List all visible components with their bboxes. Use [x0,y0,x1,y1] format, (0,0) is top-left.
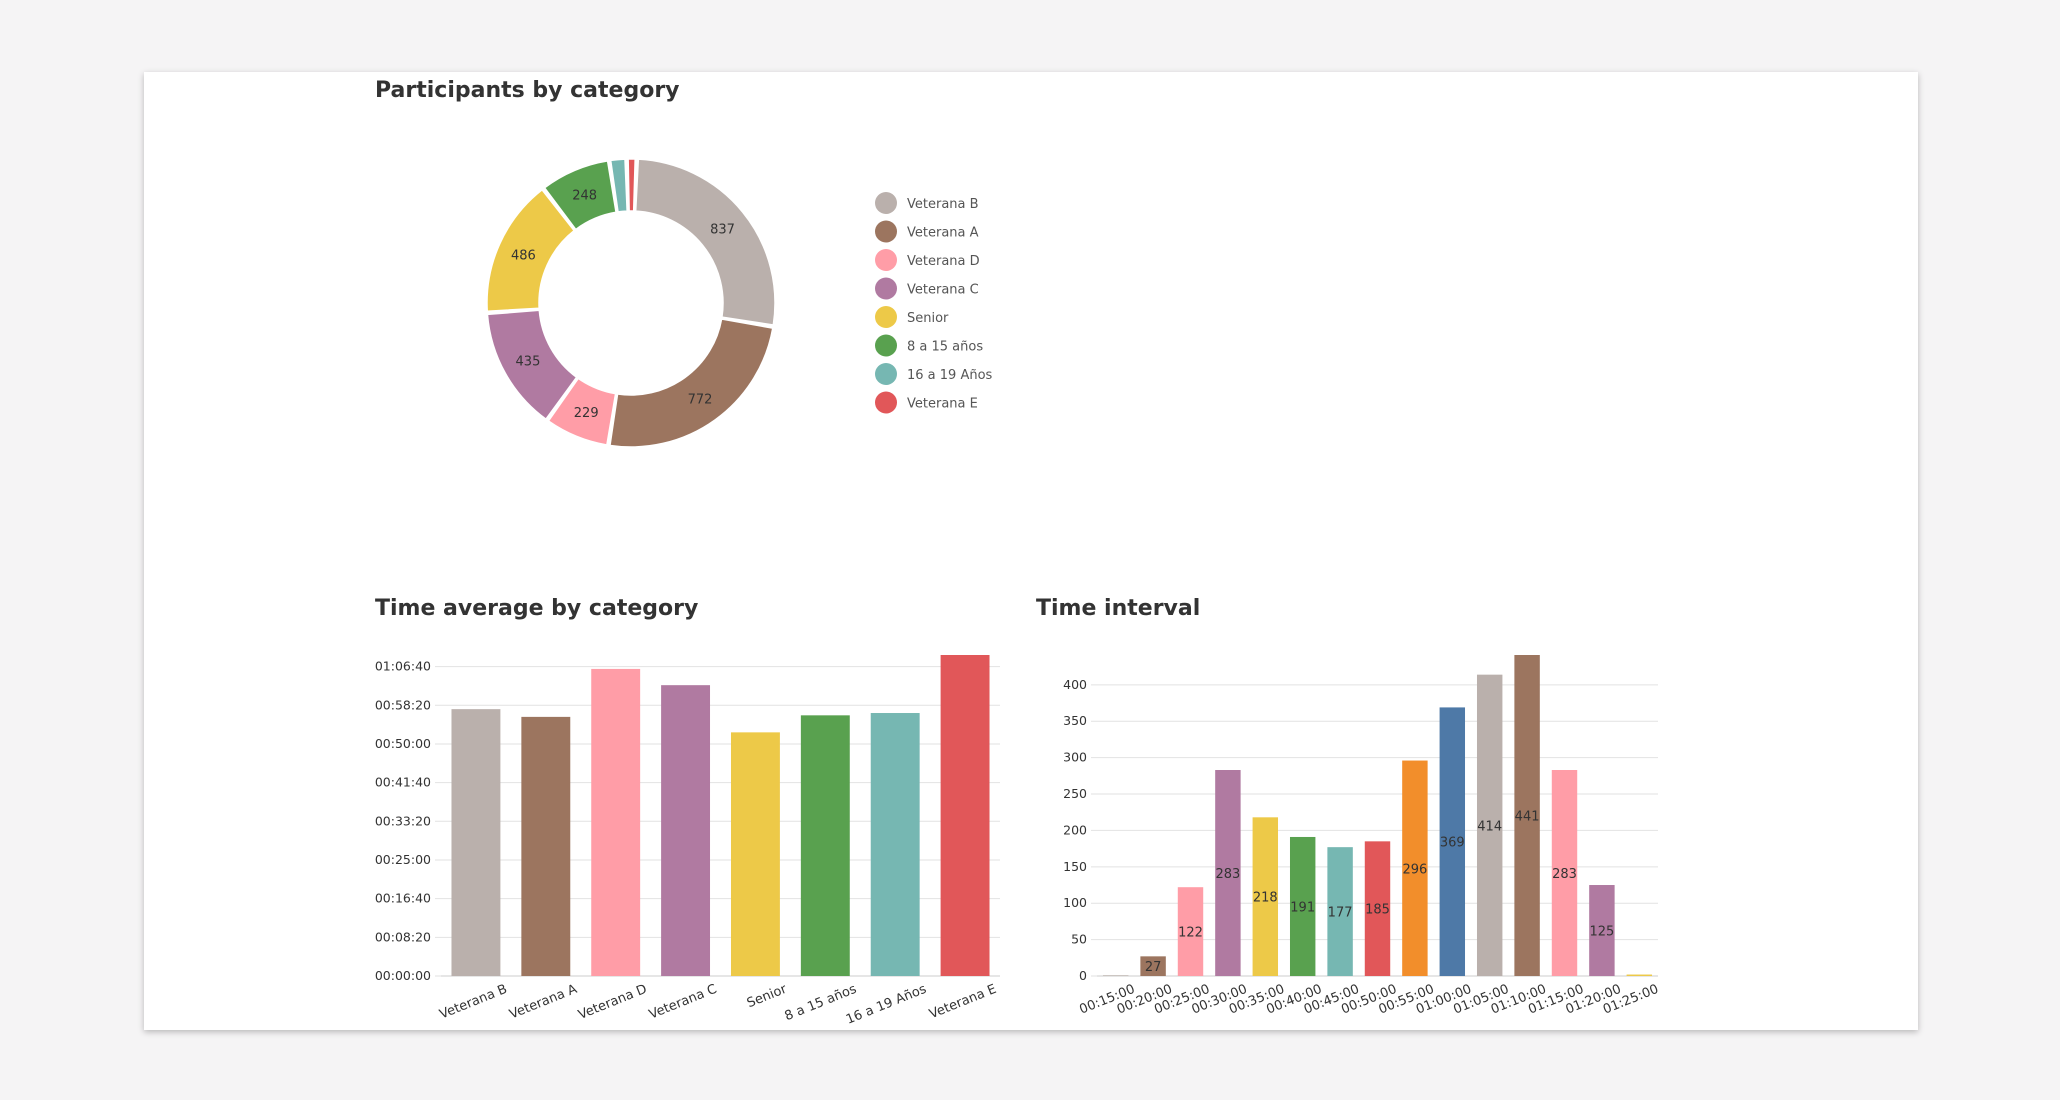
donut-value-label: 772 [688,393,713,408]
x-tick-label: Senior [745,982,790,1012]
bar-value-label: 218 [1253,891,1278,906]
bar-value-label: 177 [1328,906,1353,921]
participants-chart-title: Participants by category [375,78,680,103]
time-interval-chart-title: Time interval [1036,596,1201,621]
x-tick-label: 16 a 19 Años [844,982,929,1028]
y-tick-label: 350 [1063,713,1087,728]
legend-swatch-veterana-a [875,220,897,243]
bar-veterana-b [451,709,501,976]
donut-slice-senior [486,189,575,313]
bar-00-25-00 [1177,887,1204,976]
y-tick-label: 250 [1063,786,1087,801]
donut-slice-veterana-c [486,309,578,420]
y-tick-label: 00:25:00 [375,852,431,867]
y-tick-label: 00:33:20 [375,813,431,828]
y-tick-label: 01:06:40 [375,659,431,674]
legend-swatch-veterana-d [875,249,897,271]
y-tick-label: 00:16:40 [375,891,431,906]
x-tick-label: Veterana B [437,982,509,1023]
bar-value-label: 296 [1402,862,1427,877]
legend-label-veterana-c: Veterana C [907,283,979,298]
bar-value-label: 283 [1215,867,1240,882]
bar-01-10-00 [1514,655,1540,976]
bar-veterana-e [940,655,990,976]
bar-value-label: 27 [1145,960,1162,975]
donut-value-label: 229 [574,406,599,421]
legend-label-8-a-15-a-os: 8 a 15 años [907,340,983,355]
donut-value-label: 435 [516,354,541,369]
x-tick-label: Veterana A [507,982,579,1023]
bar-value-label: 369 [1440,836,1465,851]
donut-slice-veterana-a [609,318,774,448]
legend-swatch-senior [875,306,897,328]
donut-slice-veterana-b [634,158,776,326]
donut-slice-veterana-e [627,158,636,212]
bar-00-40-00 [1289,836,1316,976]
bar-00-50-00 [1364,841,1391,976]
bar-value-label: 283 [1552,867,1577,882]
y-tick-label: 00:41:40 [375,775,431,790]
y-tick-label: 0 [1079,968,1087,983]
bar-value-label: 414 [1477,819,1502,834]
bar-veterana-d [591,668,641,976]
bar-01-05-00 [1476,674,1503,976]
bar-value-label: 122 [1178,926,1203,941]
bar-16-a-19-a-os [870,713,920,976]
x-tick-label: Veterana E [927,982,998,1022]
dashboard-card: Participants by category Time average by… [144,72,1918,1030]
y-tick-label: 50 [1071,932,1087,947]
legend-label-senior: Senior [907,311,949,326]
bar-veterana-c [661,685,711,976]
donut-slice-8-a-15-a-os [543,160,617,231]
bar-value-label: 185 [1365,903,1390,918]
bar-00-35-00 [1252,817,1279,976]
donut-value-label: 837 [710,223,735,238]
y-tick-label: 00:58:20 [375,697,431,712]
y-tick-label: 00:50:00 [375,736,431,751]
bar-00-30-00 [1215,770,1241,976]
y-tick-label: 100 [1063,895,1087,910]
donut-value-label: 486 [511,248,536,263]
bar-00-45-00 [1327,847,1353,976]
legend-label-veterana-d: Veterana D [907,254,980,269]
x-tick-label: Veterana D [576,982,649,1023]
y-tick-label: 00:08:20 [375,929,431,944]
bar-8-a-15-a-os [800,715,850,976]
x-tick-label: Veterana C [647,982,719,1023]
bar-value-label: 441 [1515,810,1540,825]
donut-value-label: 248 [572,188,597,203]
legend-swatch-veterana-c [875,277,897,300]
y-tick-label: 150 [1063,859,1087,874]
legend-label-veterana-a: Veterana A [907,226,979,241]
donut-slice-veterana-d [547,377,617,446]
bar-01-00-00 [1439,707,1466,976]
y-tick-label: 300 [1063,750,1087,765]
legend-label-16-a-19-a-os: 16 a 19 Años [907,368,993,383]
bar-veterana-a [521,716,571,976]
legend-swatch-veterana-e [875,391,897,414]
bar-00-20-00 [1140,956,1166,976]
legend-label-veterana-b: Veterana B [907,197,979,212]
y-tick-label: 200 [1063,822,1087,837]
bar-01-20-00 [1589,885,1615,976]
y-tick-label: 400 [1063,677,1087,692]
legend-label-veterana-e: Veterana E [907,397,978,412]
y-tick-label: 00:00:00 [375,968,431,983]
legend-swatch-8-a-15-a-os [875,334,897,357]
bar-00-55-00 [1402,760,1428,976]
legend-swatch-16-a-19-a-os [875,363,897,385]
bar-value-label: 125 [1589,925,1614,940]
bar-01-15-00 [1551,770,1578,976]
time-average-chart-title: Time average by category [375,596,699,621]
bar-00-15-00 [1102,975,1129,976]
legend-swatch-veterana-b [875,192,897,214]
bar-value-label: 191 [1290,900,1315,915]
donut-slice-16-a-19-a-os [609,158,628,213]
bar-01-25-00 [1626,974,1653,976]
bar-senior [730,732,780,976]
